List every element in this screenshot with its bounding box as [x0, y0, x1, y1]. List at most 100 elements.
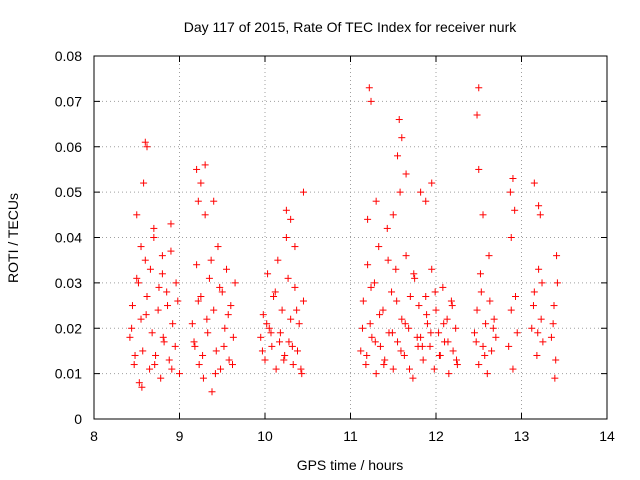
data-point	[225, 356, 233, 364]
data-point	[210, 197, 218, 205]
data-point	[293, 347, 301, 355]
data-point	[364, 215, 372, 223]
data-point	[140, 179, 148, 187]
data-point	[126, 333, 134, 341]
data-point	[212, 347, 220, 355]
data-point	[538, 279, 546, 287]
y-axis: 0 0.01 0.02 0.03 0.04 0.05 0.06 0.07 0.08	[55, 48, 607, 427]
data-point	[440, 320, 448, 328]
data-point	[142, 311, 150, 319]
data-point	[483, 370, 491, 378]
data-point	[276, 329, 284, 337]
data-point	[168, 365, 176, 373]
data-point	[409, 374, 417, 382]
data-point	[197, 292, 205, 300]
data-point	[376, 342, 384, 350]
data-point	[428, 265, 436, 273]
data-point	[365, 84, 373, 92]
data-point	[485, 252, 493, 260]
data-point	[394, 338, 402, 346]
data-point	[150, 224, 158, 232]
data-point	[128, 324, 136, 332]
data-point	[490, 315, 498, 323]
data-point	[372, 370, 380, 378]
data-point	[430, 365, 438, 373]
x-tick-label: 8	[90, 428, 98, 444]
data-point	[422, 292, 430, 300]
data-point	[152, 351, 160, 359]
data-point	[448, 302, 456, 310]
data-point	[398, 315, 406, 323]
data-point	[167, 220, 175, 228]
x-tick-label: 9	[176, 428, 184, 444]
data-point	[158, 270, 166, 278]
data-point	[284, 274, 292, 282]
data-point	[539, 338, 547, 346]
data-point	[281, 351, 289, 359]
data-point	[130, 361, 138, 369]
data-point	[174, 297, 182, 305]
data-point	[201, 211, 209, 219]
data-point	[217, 365, 225, 373]
data-point	[530, 179, 538, 187]
data-point	[553, 279, 561, 287]
data-point	[397, 347, 405, 355]
data-point	[205, 274, 213, 282]
data-point	[137, 243, 145, 251]
data-point	[150, 234, 158, 241]
data-point	[470, 329, 478, 337]
data-point	[282, 234, 290, 241]
data-point	[134, 279, 142, 287]
data-point	[291, 283, 299, 291]
data-point	[204, 329, 212, 337]
data-point	[423, 320, 431, 328]
y-tick-label: 0.06	[55, 139, 82, 155]
data-point	[489, 324, 497, 332]
data-point	[513, 329, 521, 337]
data-point	[405, 324, 413, 332]
data-point	[536, 211, 544, 219]
data-point	[372, 197, 380, 205]
data-point	[481, 351, 489, 359]
data-point	[287, 215, 295, 223]
data-point	[533, 351, 541, 359]
data-point	[229, 361, 237, 369]
data-point	[479, 342, 487, 350]
data-point	[299, 188, 307, 196]
data-point	[133, 211, 141, 219]
data-point	[146, 265, 154, 273]
data-point	[415, 302, 423, 310]
data-point	[439, 283, 447, 291]
data-point	[507, 306, 515, 314]
data-point	[359, 297, 367, 305]
data-point	[389, 211, 397, 219]
data-point	[419, 356, 427, 364]
data-point	[488, 347, 496, 355]
data-point	[371, 338, 379, 346]
data-point	[214, 243, 222, 251]
data-point	[492, 333, 500, 341]
data-point	[263, 320, 271, 328]
data-point	[199, 374, 207, 382]
data-point	[267, 329, 275, 337]
data-point	[435, 329, 443, 337]
data-point	[258, 347, 266, 355]
data-point	[426, 342, 434, 350]
data-point	[191, 342, 199, 350]
data-point	[398, 134, 406, 142]
data-point	[512, 292, 520, 300]
data-point	[395, 116, 403, 124]
data-point	[383, 224, 391, 232]
data-point	[400, 351, 408, 359]
data-point	[381, 356, 389, 364]
data-point	[389, 365, 397, 373]
data-point	[553, 252, 561, 260]
y-tick-label: 0.03	[55, 275, 82, 291]
data-point	[218, 288, 226, 296]
data-point	[288, 342, 296, 350]
y-axis-label: ROTI / TECUs	[5, 193, 21, 283]
data-point	[216, 283, 224, 291]
y-tick-label: 0.04	[55, 230, 82, 246]
data-point	[406, 292, 414, 300]
